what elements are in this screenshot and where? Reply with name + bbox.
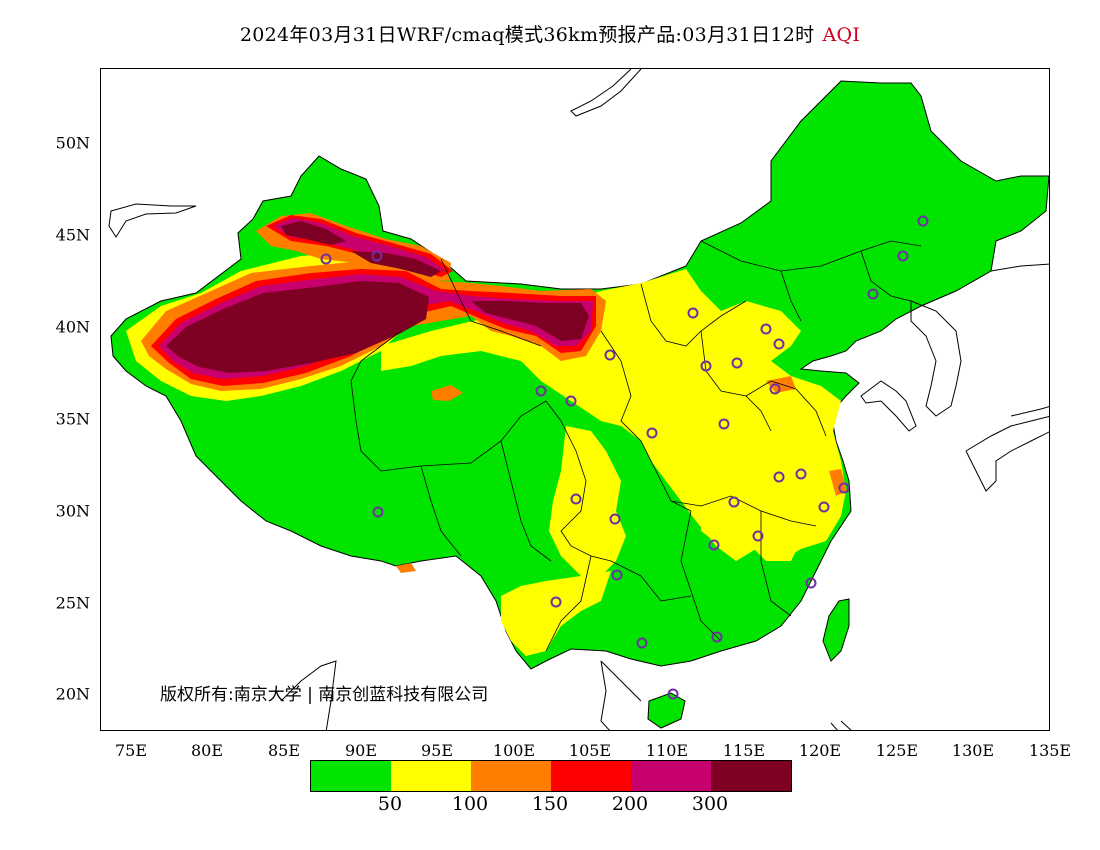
legend-label: 150 xyxy=(531,793,569,815)
taiwan-island xyxy=(822,598,850,662)
legend-label: 50 xyxy=(377,793,403,815)
legend-swatch xyxy=(391,761,471,791)
aqi-zone-hazardous-dzungaria xyxy=(281,221,346,245)
legend-label: 300 xyxy=(691,793,729,815)
aqi-zone-moderate-south xyxy=(501,571,611,656)
aqi-map xyxy=(108,69,1049,730)
map-title: 2024年03月31日WRF/cmaq模式36km预报产品:03月31日12时 A… xyxy=(0,20,1100,47)
legend-swatch xyxy=(551,761,631,791)
x-tick-label: 75E xyxy=(114,741,148,760)
y-tick-label: 40N xyxy=(55,317,90,337)
legend-label: 100 xyxy=(451,793,489,815)
y-tick-label: 25N xyxy=(55,593,90,613)
copyright-text: 版权所有:南京大学 | 南京创蓝科技有限公司 xyxy=(160,685,489,705)
y-tick-label: 45N xyxy=(55,225,90,245)
x-tick-label: 95E xyxy=(420,741,454,760)
aqi-spot-usg-1 xyxy=(431,385,463,401)
x-tick-label: 120E xyxy=(798,741,842,760)
legend-swatch xyxy=(311,761,391,791)
x-tick-label: 130E xyxy=(951,741,995,760)
aqi-spot-usg-4 xyxy=(829,469,847,496)
x-tick-label: 125E xyxy=(875,741,919,760)
aqi-zone-hazardous-taklimakan xyxy=(166,281,429,373)
legend-label: 200 xyxy=(611,793,649,815)
x-tick-label: 90E xyxy=(344,741,378,760)
y-tick-label: 35N xyxy=(55,409,90,429)
x-tick-label: 105E xyxy=(568,741,612,760)
y-tick-label: 50N xyxy=(55,133,90,153)
legend-swatch xyxy=(631,761,711,791)
x-tick-label: 110E xyxy=(645,741,689,760)
x-tick-label: 80E xyxy=(190,741,224,760)
legend-swatch xyxy=(711,761,791,791)
map-panel[interactable] xyxy=(100,68,1050,731)
neighbouring-coastlines xyxy=(108,69,1049,730)
x-tick-label: 115E xyxy=(722,741,766,760)
aqi-legend xyxy=(310,760,792,792)
aqi-zone-moderate-sichuan xyxy=(549,426,626,576)
aqi-zone-moderate-north xyxy=(381,269,846,561)
province-boundaries xyxy=(350,240,922,652)
x-tick-label: 100E xyxy=(492,741,536,760)
station-markers xyxy=(320,215,929,700)
aqi-spot-usg-2 xyxy=(396,563,416,573)
hainan-island xyxy=(647,692,686,729)
aqi-zone-hazardous-alxa xyxy=(471,301,589,341)
title-variable: AQI xyxy=(822,24,861,46)
y-tick-label: 20N xyxy=(55,684,90,704)
y-tick-label: 30N xyxy=(55,501,90,521)
legend-swatch xyxy=(471,761,551,791)
aqi-zone-moderate-hunan xyxy=(701,496,801,561)
x-tick-label: 135E xyxy=(1028,741,1072,760)
title-text: 2024年03月31日WRF/cmaq模式36km预报产品:03月31日12时 xyxy=(239,24,815,46)
x-tick-label: 85E xyxy=(267,741,301,760)
